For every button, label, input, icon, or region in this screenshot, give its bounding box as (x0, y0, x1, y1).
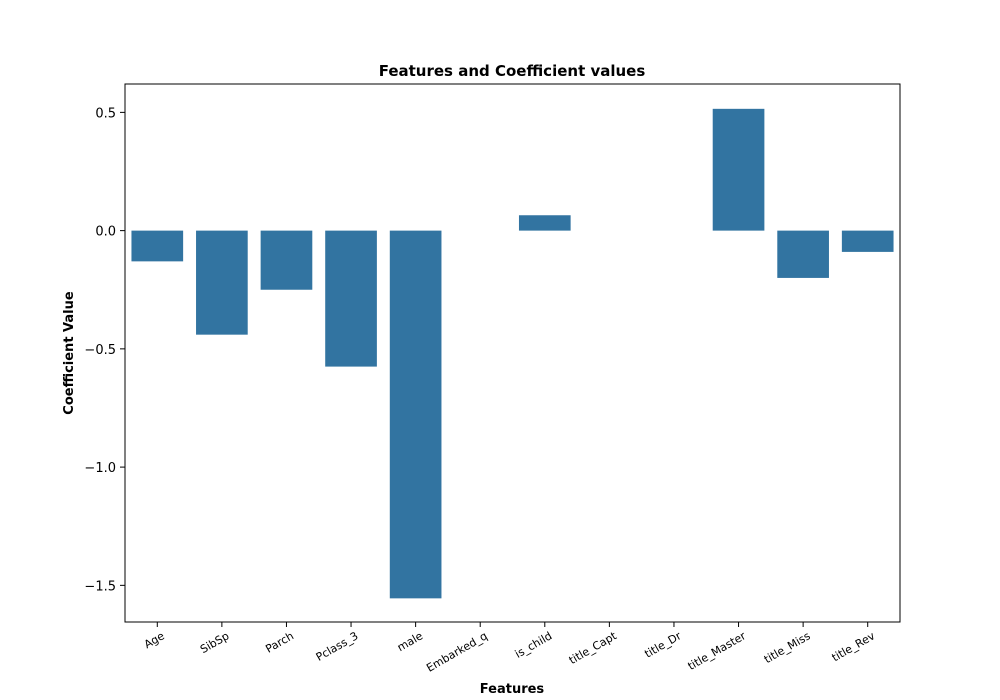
x-tick-label-title-rev: title_Rev (830, 629, 878, 664)
x-tick-label-title-master: title_Master (686, 629, 749, 673)
x-tick-label-age: Age (142, 629, 167, 651)
x-tick-label-parch: Parch (263, 629, 296, 655)
x-tick-label-pclass-3: Pclass_3 (314, 629, 361, 663)
y-tick-label: 0.0 (95, 225, 116, 240)
chart-title: Features and Coefficient values (379, 62, 646, 80)
plot-frame (124, 83, 901, 623)
bar-title-rev (841, 230, 894, 252)
x-tick-label-is-child: is_child (513, 629, 554, 660)
bar-parch (260, 230, 313, 290)
y-ticks-group: 0.5 0.0 −0.5 −1.0 −1.5 (84, 106, 125, 594)
bar-pclass-3 (325, 230, 377, 367)
bar-title-miss (777, 230, 829, 278)
bars-group (131, 108, 894, 599)
y-tick-label: −1.5 (84, 579, 116, 594)
bar-is-child (518, 215, 571, 231)
x-tick-label-title-dr: title_Dr (642, 629, 684, 660)
y-axis-label: Coefficient Value (62, 291, 77, 415)
y-tick-label: −0.5 (84, 343, 116, 358)
x-axis-label: Features (480, 682, 545, 697)
y-tick-label: −1.0 (84, 461, 116, 476)
bar-age (131, 230, 184, 262)
x-tick-label-sibsp: SibSp (198, 629, 231, 656)
bar-sibsp (196, 230, 248, 335)
x-tick-label-embarked-q: Embarked_q (424, 629, 489, 674)
x-tick-label-male: male (395, 629, 425, 654)
x-ticks-group: Age SibSp Parch Pclass_3 male Embarked_q is_ch… (142, 622, 878, 675)
bar-male (389, 230, 442, 599)
x-tick-label-title-miss: title_Miss (762, 629, 813, 666)
bar-title-master (712, 108, 765, 231)
x-tick-label-title-capt: title_Capt (567, 629, 620, 667)
y-tick-label: 0.5 (95, 106, 116, 121)
